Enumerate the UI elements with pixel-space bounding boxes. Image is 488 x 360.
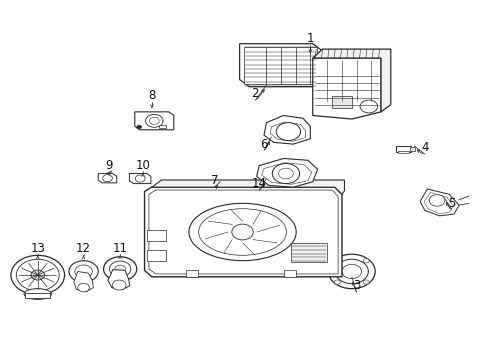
Circle shape (359, 100, 377, 113)
Polygon shape (239, 44, 322, 87)
Ellipse shape (188, 203, 296, 261)
Circle shape (341, 264, 361, 279)
Text: 4: 4 (420, 141, 428, 154)
Polygon shape (261, 163, 311, 184)
Bar (159, 126, 165, 129)
Circle shape (145, 114, 163, 127)
Circle shape (135, 175, 145, 182)
Text: 8: 8 (148, 89, 155, 102)
Polygon shape (264, 116, 310, 144)
Polygon shape (149, 190, 337, 274)
Circle shape (149, 117, 159, 125)
Circle shape (102, 175, 112, 182)
Bar (25, 293, 50, 298)
Circle shape (272, 163, 299, 184)
Polygon shape (129, 174, 151, 184)
Polygon shape (144, 187, 341, 277)
Circle shape (276, 123, 300, 140)
Bar (147, 230, 166, 241)
Polygon shape (244, 46, 316, 84)
Text: 5: 5 (447, 197, 454, 210)
Circle shape (363, 280, 368, 284)
Circle shape (334, 258, 340, 263)
Text: 1: 1 (306, 32, 313, 45)
Polygon shape (256, 158, 317, 187)
Circle shape (137, 125, 142, 129)
Bar (395, 146, 410, 152)
Circle shape (69, 261, 98, 282)
Polygon shape (152, 180, 344, 194)
Polygon shape (312, 49, 390, 112)
Text: 9: 9 (105, 159, 112, 172)
Polygon shape (419, 189, 458, 216)
Circle shape (75, 265, 92, 278)
Text: 6: 6 (260, 138, 267, 150)
Bar (409, 147, 414, 151)
Polygon shape (98, 174, 117, 183)
Polygon shape (74, 271, 93, 292)
Text: 7: 7 (211, 174, 219, 186)
Bar (290, 243, 327, 262)
Circle shape (16, 259, 59, 291)
Ellipse shape (198, 209, 286, 255)
Text: 3: 3 (352, 279, 360, 292)
Circle shape (78, 283, 89, 292)
Circle shape (334, 259, 367, 284)
Bar (147, 250, 166, 261)
Circle shape (363, 258, 368, 263)
Circle shape (278, 168, 293, 179)
Text: 13: 13 (30, 242, 45, 255)
Circle shape (328, 254, 374, 289)
Polygon shape (135, 112, 173, 130)
Circle shape (231, 224, 253, 240)
Circle shape (112, 280, 126, 290)
Polygon shape (270, 122, 305, 141)
Circle shape (334, 280, 340, 284)
Text: 14: 14 (251, 177, 266, 190)
Circle shape (109, 261, 131, 277)
Ellipse shape (24, 289, 51, 300)
Circle shape (428, 195, 444, 206)
Polygon shape (312, 58, 380, 119)
Polygon shape (108, 270, 130, 290)
Text: 12: 12 (76, 242, 91, 255)
Text: 11: 11 (112, 242, 127, 255)
Text: 2: 2 (251, 87, 259, 100)
Circle shape (103, 257, 137, 281)
Circle shape (115, 265, 125, 273)
Circle shape (11, 255, 64, 295)
Circle shape (31, 270, 44, 280)
Text: 10: 10 (135, 159, 150, 172)
Bar (397, 150, 408, 153)
Bar (283, 270, 295, 277)
Polygon shape (423, 193, 452, 214)
Bar (185, 270, 198, 277)
Bar (331, 96, 351, 108)
